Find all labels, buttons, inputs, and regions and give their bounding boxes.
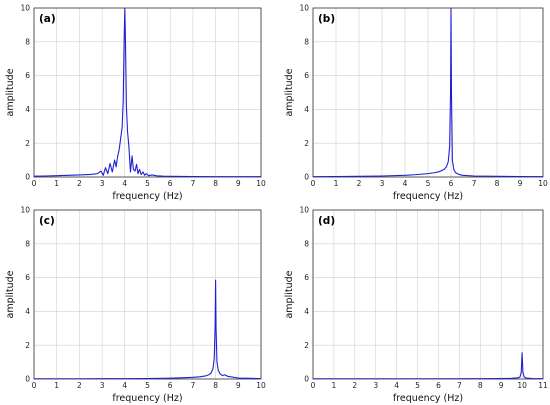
x-tick-label: 2 [352,381,357,390]
panel-c: 0 1 2 3 4 5 6 7 8 9 10 0 2 4 6 8 10 (c) frequency (Hz) ampl… [5,206,266,404]
x-tick-label: 8 [213,381,218,390]
x-tick-label: 9 [518,179,523,188]
x-tick-label: 0 [311,381,316,390]
y-tick-label: 0 [25,375,30,384]
panel-a: 0 1 2 3 4 5 6 7 8 9 10 0 2 4 6 8 10 (a) frequency (Hz) ampl… [5,4,266,202]
x-tick-label: 10 [256,381,266,390]
plot-frame [33,7,262,178]
x-tick-label: 5 [145,179,150,188]
panel-label: (c) [39,215,55,227]
y-tick-label: 0 [25,173,30,182]
x-tick-label: 3 [100,179,105,188]
x-tick-label: 6 [436,381,441,390]
x-tick-label: 4 [122,179,127,188]
x-tick-label: 8 [213,179,218,188]
y-tick-label: 6 [25,273,30,282]
x-tick-label: 7 [457,381,462,390]
spectrum-line [34,279,261,379]
y-tick-label: 10 [299,206,309,215]
y-tick-label: 6 [304,273,309,282]
y-tick-label: 8 [25,37,30,46]
x-tick-label: 11 [538,381,548,390]
panel-label: (a) [39,13,56,25]
x-tick-label: 10 [538,179,548,188]
y-axis-label: amplitude [284,270,295,318]
y-tick-label: 0 [304,375,309,384]
panel-b: 0 1 2 3 4 5 6 7 8 9 10 0 2 4 6 8 10 (b) frequency (Hz) ampl… [284,4,548,202]
y-tick-label: 4 [25,307,30,316]
panel-label: (d) [318,215,335,227]
x-tick-label: 7 [472,179,477,188]
x-tick-label: 8 [478,381,483,390]
y-tick-label: 2 [304,341,309,350]
x-tick-label: 8 [495,179,500,188]
y-tick-label: 10 [20,206,30,215]
spectrum-line [313,7,543,177]
x-tick-label: 1 [54,381,59,390]
y-tick-label: 4 [25,105,30,114]
panel-d: 0 1 2 3 4 5 6 7 8 9 10 11 0 2 4 6 8 10 (d) frequency (Hz) am… [284,206,548,404]
x-tick-label: 5 [145,381,150,390]
x-tick-label: 3 [380,179,385,188]
x-tick-label: 2 [77,381,82,390]
x-tick-label: 9 [236,381,241,390]
y-tick-label: 0 [304,173,309,182]
x-tick-label: 2 [357,179,362,188]
x-tick-label: 1 [332,381,337,390]
x-tick-label: 9 [236,179,241,188]
x-tick-label: 4 [122,381,127,390]
x-tick-label: 4 [403,179,408,188]
x-tick-label: 5 [426,179,431,188]
y-tick-label: 6 [25,71,30,80]
x-tick-label: 10 [517,381,527,390]
x-axis-label: frequency (Hz) [393,191,463,202]
y-tick-label: 6 [304,71,309,80]
x-tick-label: 0 [311,179,316,188]
y-tick-label: 10 [20,4,30,13]
y-tick-label: 10 [299,4,309,13]
x-axis-label: frequency (Hz) [112,393,182,404]
x-tick-label: 7 [191,179,196,188]
y-tick-label: 2 [25,139,30,148]
panel-label: (b) [318,13,335,25]
y-tick-label: 4 [304,105,309,114]
x-tick-label: 4 [394,381,399,390]
x-tick-label: 1 [54,179,59,188]
y-tick-label: 4 [304,307,309,316]
x-axis-label: frequency (Hz) [393,393,463,404]
y-tick-label: 8 [25,239,30,248]
y-axis-label: amplitude [5,270,16,318]
spectrum-line [34,7,261,177]
y-tick-label: 8 [304,239,309,248]
x-axis-label: frequency (Hz) [112,191,182,202]
x-tick-label: 3 [100,381,105,390]
x-tick-label: 6 [168,381,173,390]
x-tick-label: 0 [32,179,37,188]
x-tick-label: 9 [499,381,504,390]
plot-frame [312,7,544,178]
x-tick-label: 7 [191,381,196,390]
x-tick-label: 6 [168,179,173,188]
y-tick-label: 2 [304,139,309,148]
y-tick-label: 8 [304,37,309,46]
x-tick-label: 0 [32,381,37,390]
x-tick-label: 5 [415,381,420,390]
y-axis-label: amplitude [5,68,16,116]
y-axis-label: amplitude [284,68,295,116]
x-tick-label: 6 [449,179,454,188]
y-tick-label: 2 [25,341,30,350]
x-tick-label: 1 [334,179,339,188]
x-tick-label: 2 [77,179,82,188]
spectrum-line [313,352,543,379]
x-tick-label: 3 [373,381,378,390]
x-tick-label: 10 [256,179,266,188]
